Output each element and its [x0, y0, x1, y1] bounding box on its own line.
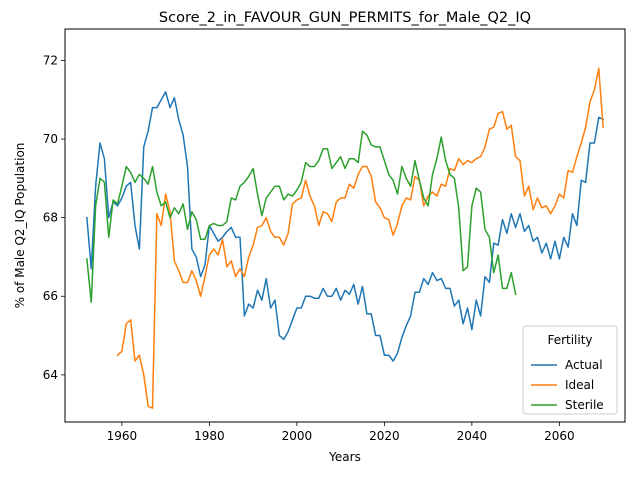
y-tick-label: 64: [43, 368, 58, 382]
x-tick-label: 1980: [194, 429, 225, 443]
chart-title: Score_2_in_FAVOUR_GUN_PERMITS_for_Male_Q…: [159, 10, 531, 26]
legend-items: Actual Ideal Sterile: [531, 358, 604, 412]
y-tick-label: 68: [43, 211, 58, 225]
y-axis: 64 66 68 70 72: [43, 53, 65, 382]
y-tick-label: 72: [43, 53, 58, 67]
x-tick-label: 2000: [282, 429, 313, 443]
x-tick-label: 2060: [544, 429, 575, 443]
y-axis-label: % of Male Q2_IQ Population: [13, 143, 27, 309]
x-axis-label: Years: [328, 450, 361, 464]
series-line-ideal: [116, 67, 604, 409]
legend-label-sterile: Sterile: [565, 398, 604, 412]
y-tick-label: 70: [43, 132, 58, 146]
x-tick-label: 1960: [107, 429, 138, 443]
plot-frame: [64, 28, 626, 423]
y-tick-label: 66: [43, 289, 58, 303]
legend-box: [522, 325, 618, 415]
legend-label-ideal: Ideal: [565, 378, 594, 392]
legend-title: Fertility: [547, 333, 592, 347]
series-line-actual: [86, 91, 605, 362]
plot-area: [64, 28, 626, 423]
legend-label-actual: Actual: [565, 358, 603, 372]
x-axis: 1960 1980 2000 2020 2040 2060: [107, 422, 575, 443]
legend: Fertility Actual Ideal Sterile: [522, 325, 618, 415]
x-tick-label: 2020: [369, 429, 400, 443]
series-layer: [86, 67, 605, 409]
x-tick-label: 2040: [457, 429, 488, 443]
series-line-sterile: [86, 130, 517, 303]
